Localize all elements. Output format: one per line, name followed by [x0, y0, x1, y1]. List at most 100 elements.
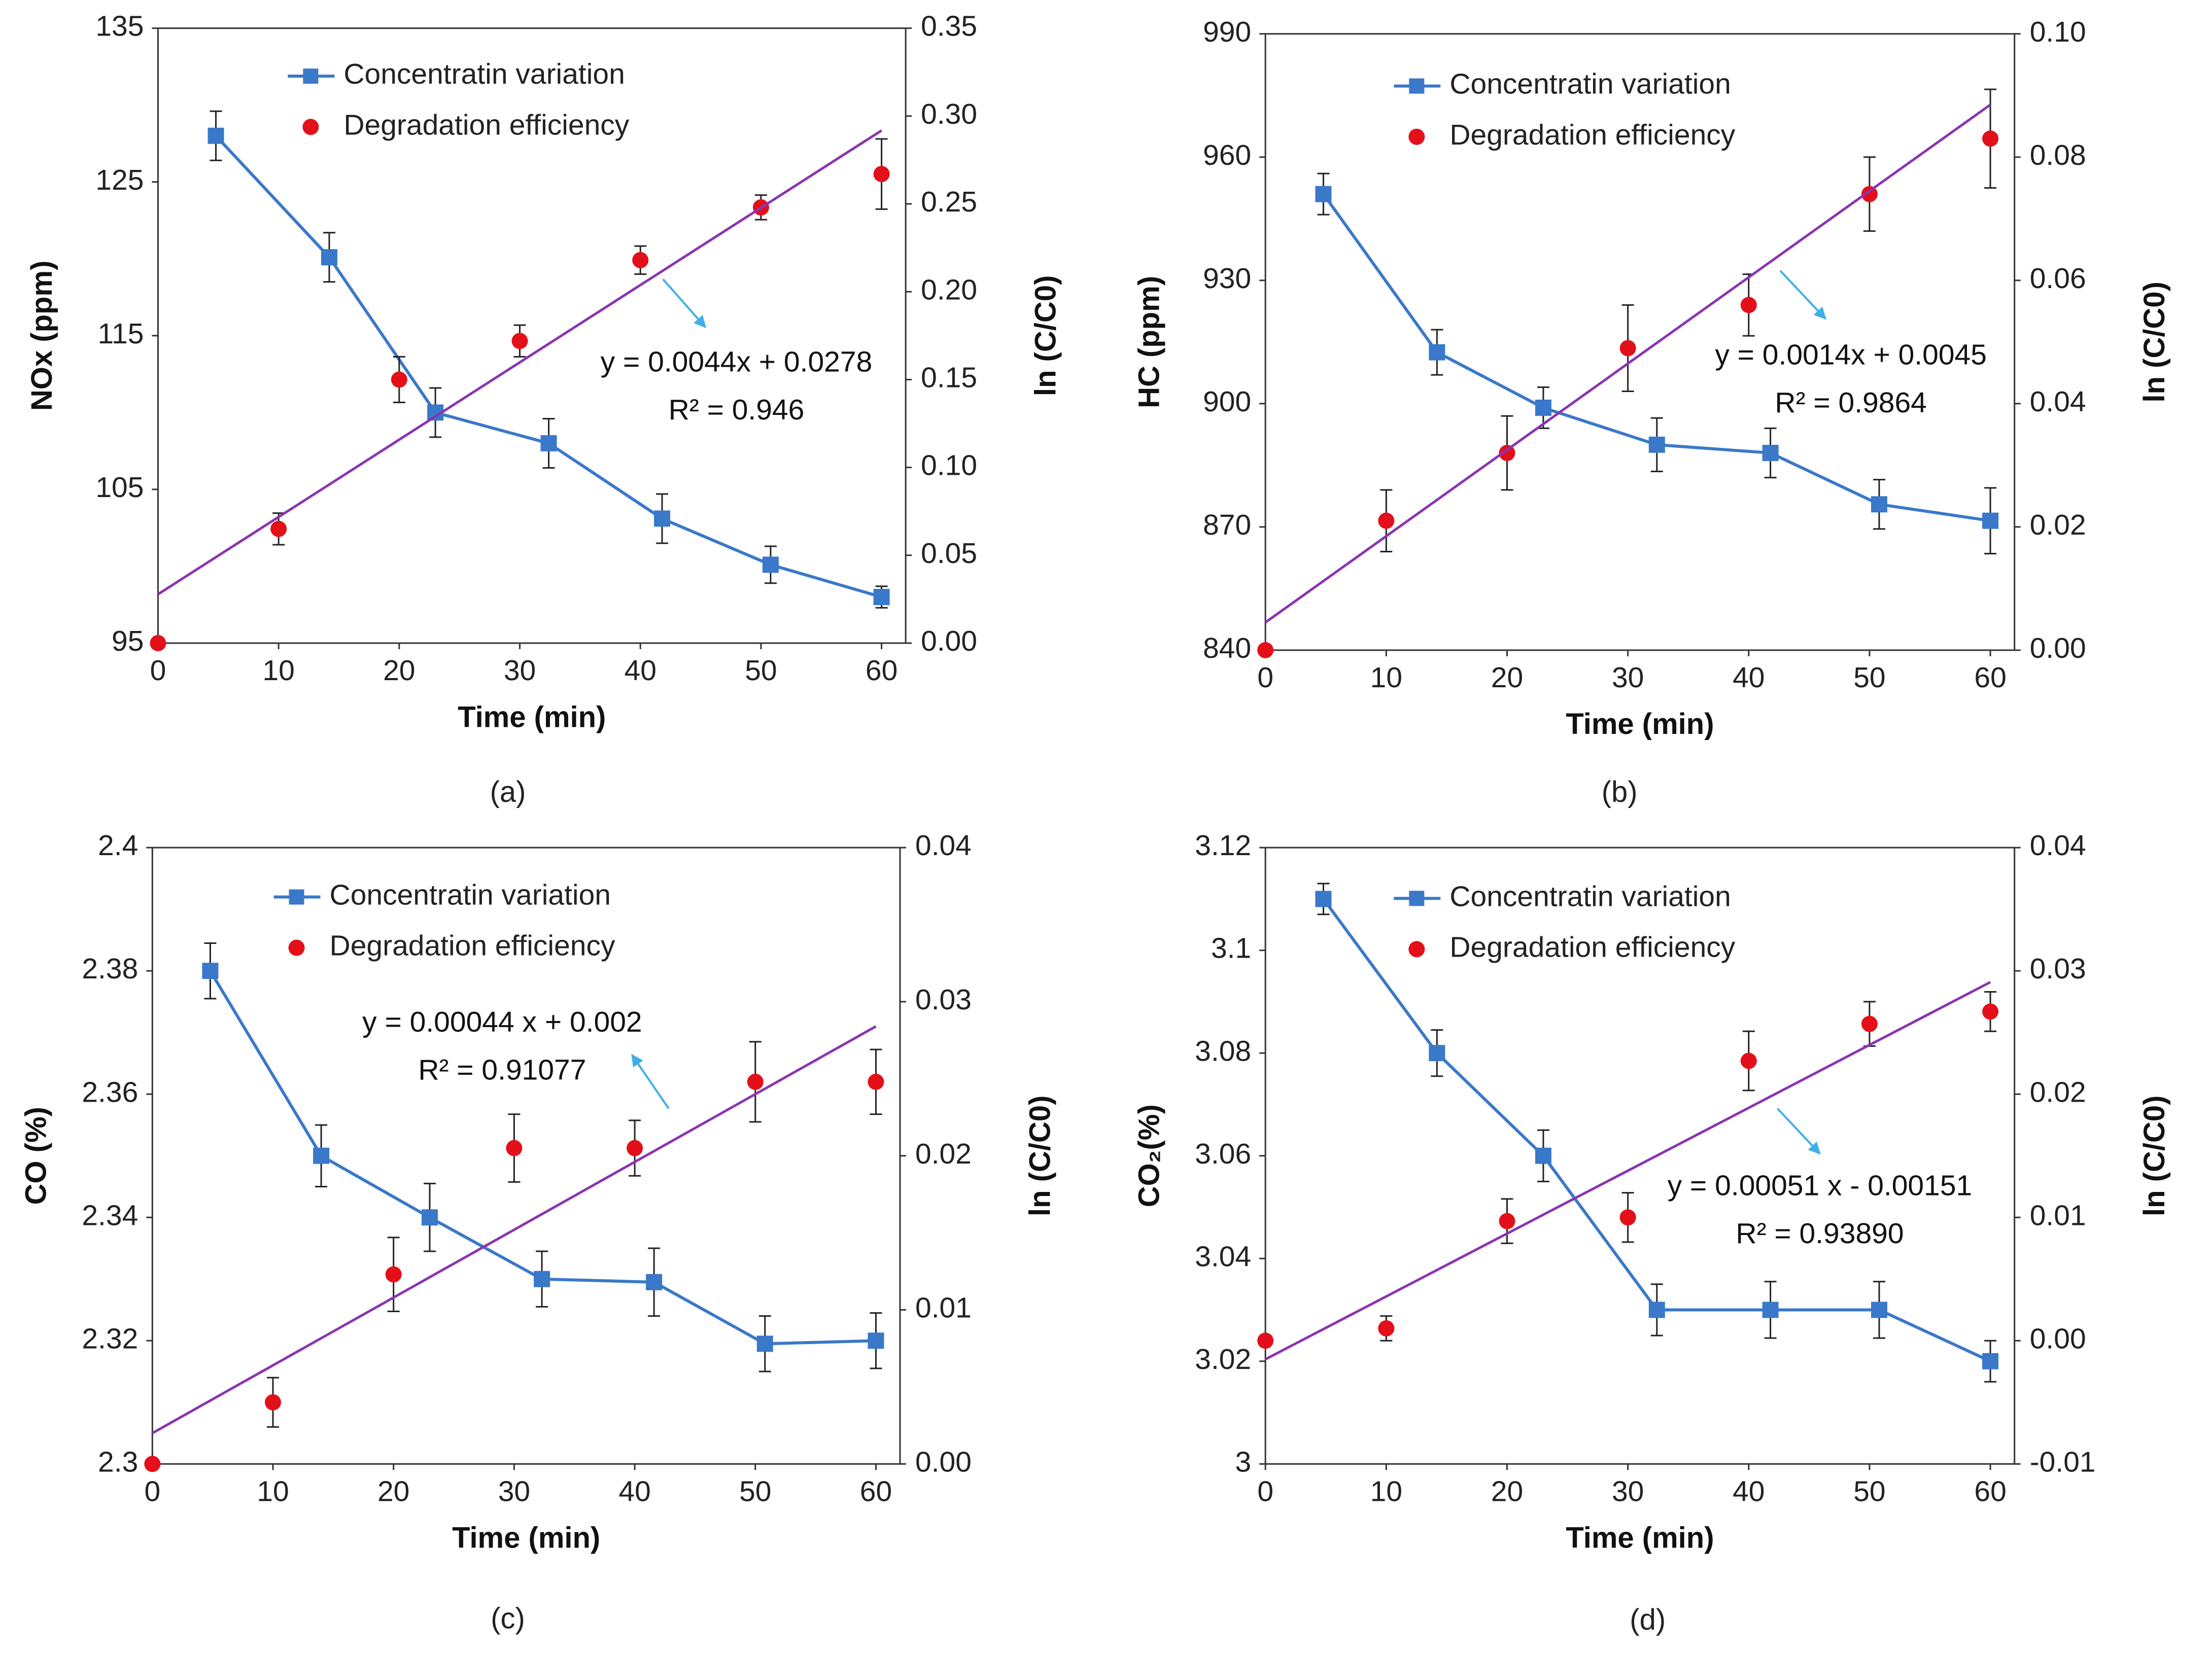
y-left-tick-label: 2.4 [98, 829, 138, 862]
x-tick-label: 50 [1853, 1475, 1885, 1507]
legend-label-degradation: Degradation efficiency [1449, 931, 1735, 963]
degradation-point [144, 1456, 161, 1472]
y-left-tick-label: 930 [1203, 262, 1251, 295]
fit-equation: y = 0.00051 x - 0.00151 [1668, 1169, 1973, 1202]
x-tick-label: 0 [1257, 661, 1273, 694]
degradation-point [385, 1266, 402, 1283]
concentration-point [1982, 1353, 1999, 1369]
degradation-point [1378, 1320, 1395, 1337]
y-right-tick-label: 0.02 [915, 1138, 972, 1170]
plot-frame [1264, 33, 2016, 651]
y-right-tick-label: 0.15 [921, 361, 977, 394]
concentration-point [873, 589, 890, 606]
legend-circle-swatch [302, 119, 319, 135]
degradation-point [506, 1140, 523, 1156]
legend-label-concentration: Concentratin variation [1449, 880, 1731, 912]
legend-square-swatch [303, 68, 319, 84]
degradation-point [1861, 186, 1878, 202]
x-tick-label: 30 [1612, 1475, 1644, 1507]
fit-line [152, 1025, 877, 1434]
fit-r-squared: R² = 0.93890 [1736, 1217, 1904, 1250]
chart-panel-c: 0 10 20 30 40 50 60 2.3 2.32 2.34 2.36 2.38 2.4 0.00 0… [20, 829, 1057, 1635]
x-tick-label: 10 [1370, 661, 1402, 694]
y-right-tick-label: 0.35 [921, 10, 977, 43]
y-left-tick-label: 990 [1203, 16, 1251, 48]
y-left-tick-label: 3.08 [1195, 1035, 1251, 1067]
x-tick-label: 20 [1491, 1475, 1523, 1507]
y-left-tick-label: 870 [1203, 509, 1251, 541]
x-tick-label: 10 [262, 654, 294, 687]
concentration-point [646, 1274, 663, 1290]
y-left-tick-label: 3 [1235, 1446, 1252, 1478]
y-right-tick-label: 0.00 [2030, 1322, 2086, 1355]
concentration-point [321, 249, 337, 266]
x-tick-label: 60 [860, 1475, 892, 1507]
legend-circle-swatch [1408, 941, 1425, 958]
degradation-point [1257, 642, 1274, 658]
y-right-tick-label: 0.03 [915, 983, 972, 1016]
concentration-point [756, 1335, 773, 1352]
x-tick-label: 40 [625, 654, 656, 687]
concentration-point [1762, 1302, 1779, 1318]
legend-label-concentration: Concentratin variation [1449, 68, 1731, 100]
degradation-point [1257, 1332, 1274, 1349]
degradation-point [1499, 445, 1515, 462]
x-tick-label: 40 [618, 1475, 650, 1507]
fit-line [1265, 981, 1991, 1361]
concentration-point [540, 435, 557, 451]
fit-equation: y = 0.0044x + 0.0278 [601, 345, 873, 378]
concentration-point [313, 1147, 330, 1164]
y-right-tick-label: 0.30 [921, 98, 977, 130]
x-tick-label: 50 [745, 654, 777, 687]
degradation-point [1982, 130, 1999, 147]
chart-panel-b: 0 10 20 30 40 50 60 840 870 900 930 960 990 0.00 0.02 0… [1133, 16, 2171, 808]
degradation-point [873, 166, 890, 183]
degradation-point [747, 1073, 764, 1090]
degradation-point [1619, 1209, 1636, 1226]
fit-line [157, 129, 882, 595]
y-left-tick-label: 3.12 [1195, 829, 1251, 862]
y-right-tick-label: 0.02 [2030, 1076, 2086, 1108]
y-right-tick-label: 0.10 [921, 449, 977, 482]
annotation-arrow [1777, 1108, 1821, 1155]
y-left-tick-label: 3.02 [1195, 1343, 1251, 1376]
degradation-point [1378, 512, 1395, 529]
degradation-point [1499, 1213, 1515, 1229]
concentration-point [1871, 1302, 1887, 1318]
x-tick-label: 50 [1853, 661, 1885, 694]
annotation-arrow [662, 278, 706, 328]
degradation-point [627, 1140, 643, 1156]
x-axis-title: Time (min) [452, 1522, 600, 1555]
y-right-tick-label: 0.08 [2030, 139, 2086, 171]
legend-label-concentration: Concentratin variation [343, 58, 625, 90]
y-right-tick-label: 0.04 [2030, 829, 2086, 862]
y-right-tick-label: 0.01 [915, 1292, 972, 1324]
y-left-tick-label: 3.04 [1195, 1240, 1251, 1273]
concentration-point [1535, 399, 1551, 416]
y-left-tick-label: 2.38 [82, 953, 138, 985]
concentration-point [1315, 891, 1332, 907]
degradation-point [632, 252, 649, 268]
degradation-point [1861, 1015, 1878, 1032]
concentration-point [1982, 512, 1999, 529]
y-left-tick-label: 900 [1203, 385, 1251, 418]
degradation-point [1982, 1003, 1999, 1020]
concentration-point [1648, 436, 1665, 453]
x-tick-label: 20 [383, 654, 415, 687]
concentration-point [1762, 445, 1779, 462]
legend-circle-swatch [1408, 128, 1425, 145]
x-tick-label: 30 [498, 1475, 530, 1507]
y-right-tick-label: 0.00 [2030, 632, 2086, 664]
concentration-point [1648, 1302, 1665, 1318]
y-left-tick-label: 960 [1203, 139, 1251, 171]
legend-label-concentration: Concentratin variation [330, 879, 611, 911]
panel-caption: (b) [1602, 776, 1638, 808]
y-left-tick-label: 2.36 [82, 1076, 138, 1108]
y-right-axis-title: ln (C/C0) [2138, 282, 2171, 402]
y-left-tick-label: 3.1 [1211, 932, 1251, 965]
fit-r-squared: R² = 0.946 [669, 394, 805, 426]
fit-r-squared: R² = 0.91077 [418, 1053, 586, 1086]
y-left-axis-title: CO₂(%) [1133, 1104, 1166, 1207]
panel-caption: (d) [1630, 1603, 1666, 1636]
concentration-point [1429, 1045, 1445, 1062]
